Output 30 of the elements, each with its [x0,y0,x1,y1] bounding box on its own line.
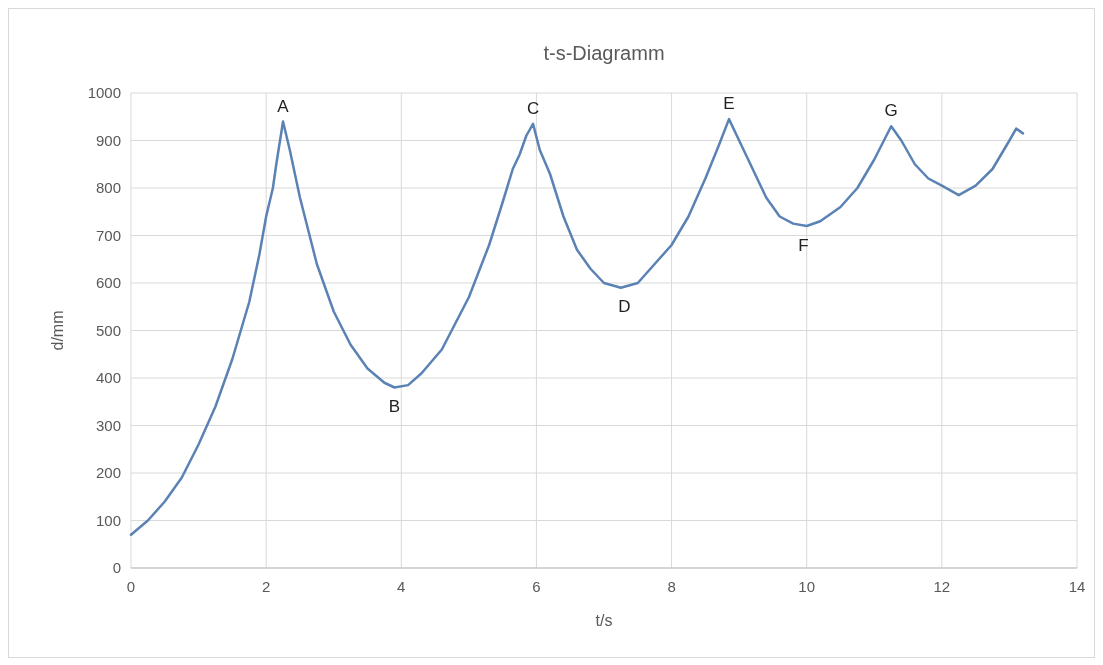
y-tick-label: 700 [95,226,121,244]
y-tick-label: 600 [95,274,121,292]
annotation: F [798,235,809,255]
annotation: C [526,98,540,118]
y-tick-label: 300 [95,416,121,434]
y-tick-label: 500 [95,321,121,339]
x-tick-label: 10 [798,578,816,595]
y-tick-label: 0 [112,559,121,577]
y-tick-label: 100 [95,511,121,529]
annotation: A [277,96,290,116]
y-tick-label: 400 [95,369,121,387]
x-tick-label: 6 [532,578,541,595]
x-tick-label: 4 [397,578,406,595]
x-tick-label: 8 [667,578,676,595]
y-tick-label: 900 [95,131,121,149]
x-tick-label: 12 [933,578,951,595]
annotation: E [723,94,735,114]
annotation: D [618,296,631,316]
y-axis-title: d/mm [49,310,66,351]
x-tick-label: 14 [1068,578,1086,595]
x-axis-title: t/s [595,612,613,629]
chart-title: t-s-Diagramm [543,42,665,64]
y-tick-label: 1000 [87,84,121,102]
y-tick-label: 800 [95,179,121,197]
x-tick-label: 0 [126,578,136,595]
annotation: B [388,396,401,416]
x-tick-label: 2 [261,578,271,595]
line-series [129,117,1025,536]
annotation: G [884,101,898,121]
y-tick-label: 200 [95,464,121,482]
